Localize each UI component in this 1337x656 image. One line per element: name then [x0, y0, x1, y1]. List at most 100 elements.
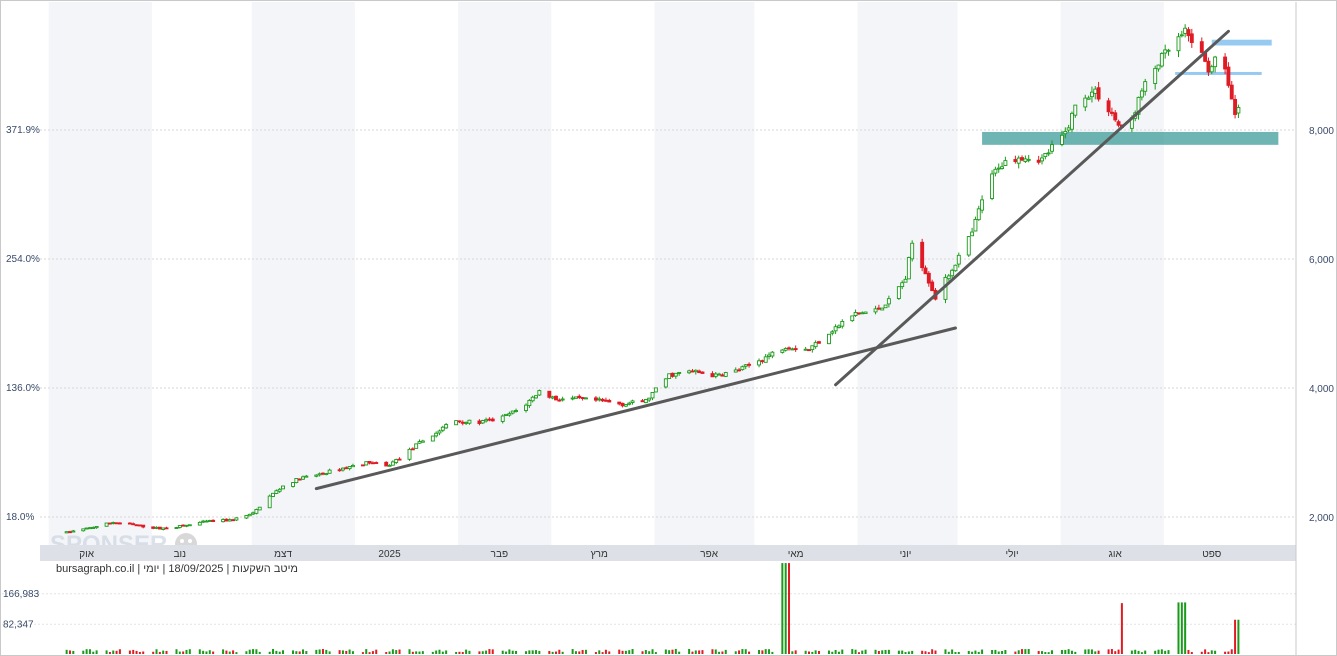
volume-bar — [415, 651, 418, 654]
volume-bar — [804, 650, 807, 654]
volume-bar — [711, 649, 714, 654]
volume-bar — [1094, 651, 1097, 654]
candle — [211, 519, 216, 523]
volume-bar — [421, 651, 424, 654]
volume-bar — [1134, 649, 1137, 654]
candle — [197, 521, 202, 526]
candle — [254, 508, 259, 515]
candle — [104, 522, 109, 527]
candle — [301, 475, 305, 480]
time-axis-label: נוב — [174, 549, 187, 560]
candle — [807, 349, 811, 352]
volume-bar — [1114, 651, 1117, 654]
volume-bar — [222, 649, 225, 654]
volume-bar — [1130, 650, 1133, 654]
candle — [457, 420, 462, 424]
trendlines — [314, 29, 1230, 491]
candle — [1003, 156, 1008, 166]
candle — [547, 390, 552, 399]
candle — [623, 404, 628, 408]
volume-bar — [252, 649, 255, 654]
candle — [1209, 64, 1214, 75]
volume-bar — [851, 649, 854, 654]
volume-bar — [528, 650, 531, 654]
month-band — [251, 2, 355, 545]
volume-bar — [162, 650, 165, 654]
candle — [271, 492, 275, 498]
volume-bar — [318, 649, 321, 654]
volume-bar — [887, 649, 890, 654]
candle — [530, 395, 535, 403]
left-axis-tick: 371.9% — [6, 125, 40, 136]
price-zone — [1211, 39, 1272, 46]
volume-bar — [671, 649, 674, 654]
left-axis-tick: 136.0% — [6, 383, 40, 394]
candle — [1156, 64, 1161, 72]
right-axis-tick: 8,000 — [1309, 126, 1334, 137]
volume-bar — [974, 650, 977, 654]
volume-bar — [1177, 602, 1180, 654]
candle — [347, 466, 352, 471]
volume-bar — [351, 651, 354, 654]
candle — [813, 340, 818, 349]
volume-bar — [724, 649, 727, 654]
volume-bar — [501, 650, 504, 654]
volume-bar — [881, 650, 884, 654]
candle — [1229, 80, 1234, 100]
volume-bar — [698, 650, 701, 654]
candle — [94, 526, 99, 529]
candle — [304, 474, 309, 478]
candle — [1083, 94, 1088, 112]
volume-bar — [967, 651, 970, 654]
right-axis-tick: 6,000 — [1309, 255, 1334, 266]
candle — [454, 420, 459, 426]
candle — [950, 268, 955, 279]
candle — [71, 529, 76, 533]
volume-bar — [488, 649, 491, 654]
candle — [137, 524, 142, 527]
volume-bar — [155, 649, 158, 654]
volume-bar — [258, 651, 261, 654]
candle — [817, 340, 821, 344]
candle — [500, 414, 505, 424]
volume-bar — [68, 650, 71, 654]
volume-bar — [1120, 603, 1123, 654]
time-axis-label: יולי — [1005, 548, 1018, 560]
volume-bar — [758, 649, 761, 654]
volume-bar — [385, 652, 388, 654]
volume-bar — [608, 651, 611, 654]
candle — [583, 397, 588, 400]
volume-bar — [268, 651, 271, 654]
volume-bar — [641, 651, 644, 654]
volume-bar — [807, 651, 810, 654]
volume-bar — [1044, 652, 1047, 654]
candle — [554, 395, 558, 401]
volume-bar — [292, 650, 295, 654]
left-axis-labels: 371.9% 254.0% 136.0% 18.0% — [6, 125, 40, 523]
volume-bar — [1117, 649, 1120, 654]
volume-bar — [788, 563, 791, 654]
candle — [84, 527, 89, 530]
time-axis-label: אוג — [1109, 549, 1123, 560]
volume-bar — [721, 651, 724, 654]
candle — [1040, 154, 1044, 165]
volume-bar — [734, 651, 737, 654]
candle — [537, 389, 542, 396]
volume-bar — [1050, 650, 1053, 654]
volume-bar — [578, 651, 581, 654]
volume-bar — [88, 649, 91, 654]
volume-bar — [907, 651, 910, 654]
candle — [1143, 78, 1148, 96]
candle — [1060, 130, 1064, 147]
volume-bar — [158, 651, 161, 654]
time-axis-label: פבר — [491, 549, 508, 560]
volume-bar — [178, 651, 181, 654]
volume-bar — [395, 650, 398, 654]
candle — [187, 524, 192, 527]
volume-bar — [1204, 649, 1207, 654]
volume-bar — [305, 651, 308, 654]
candle — [930, 279, 935, 292]
volume-bar — [944, 649, 947, 654]
candle — [234, 517, 239, 522]
candle — [966, 235, 971, 257]
